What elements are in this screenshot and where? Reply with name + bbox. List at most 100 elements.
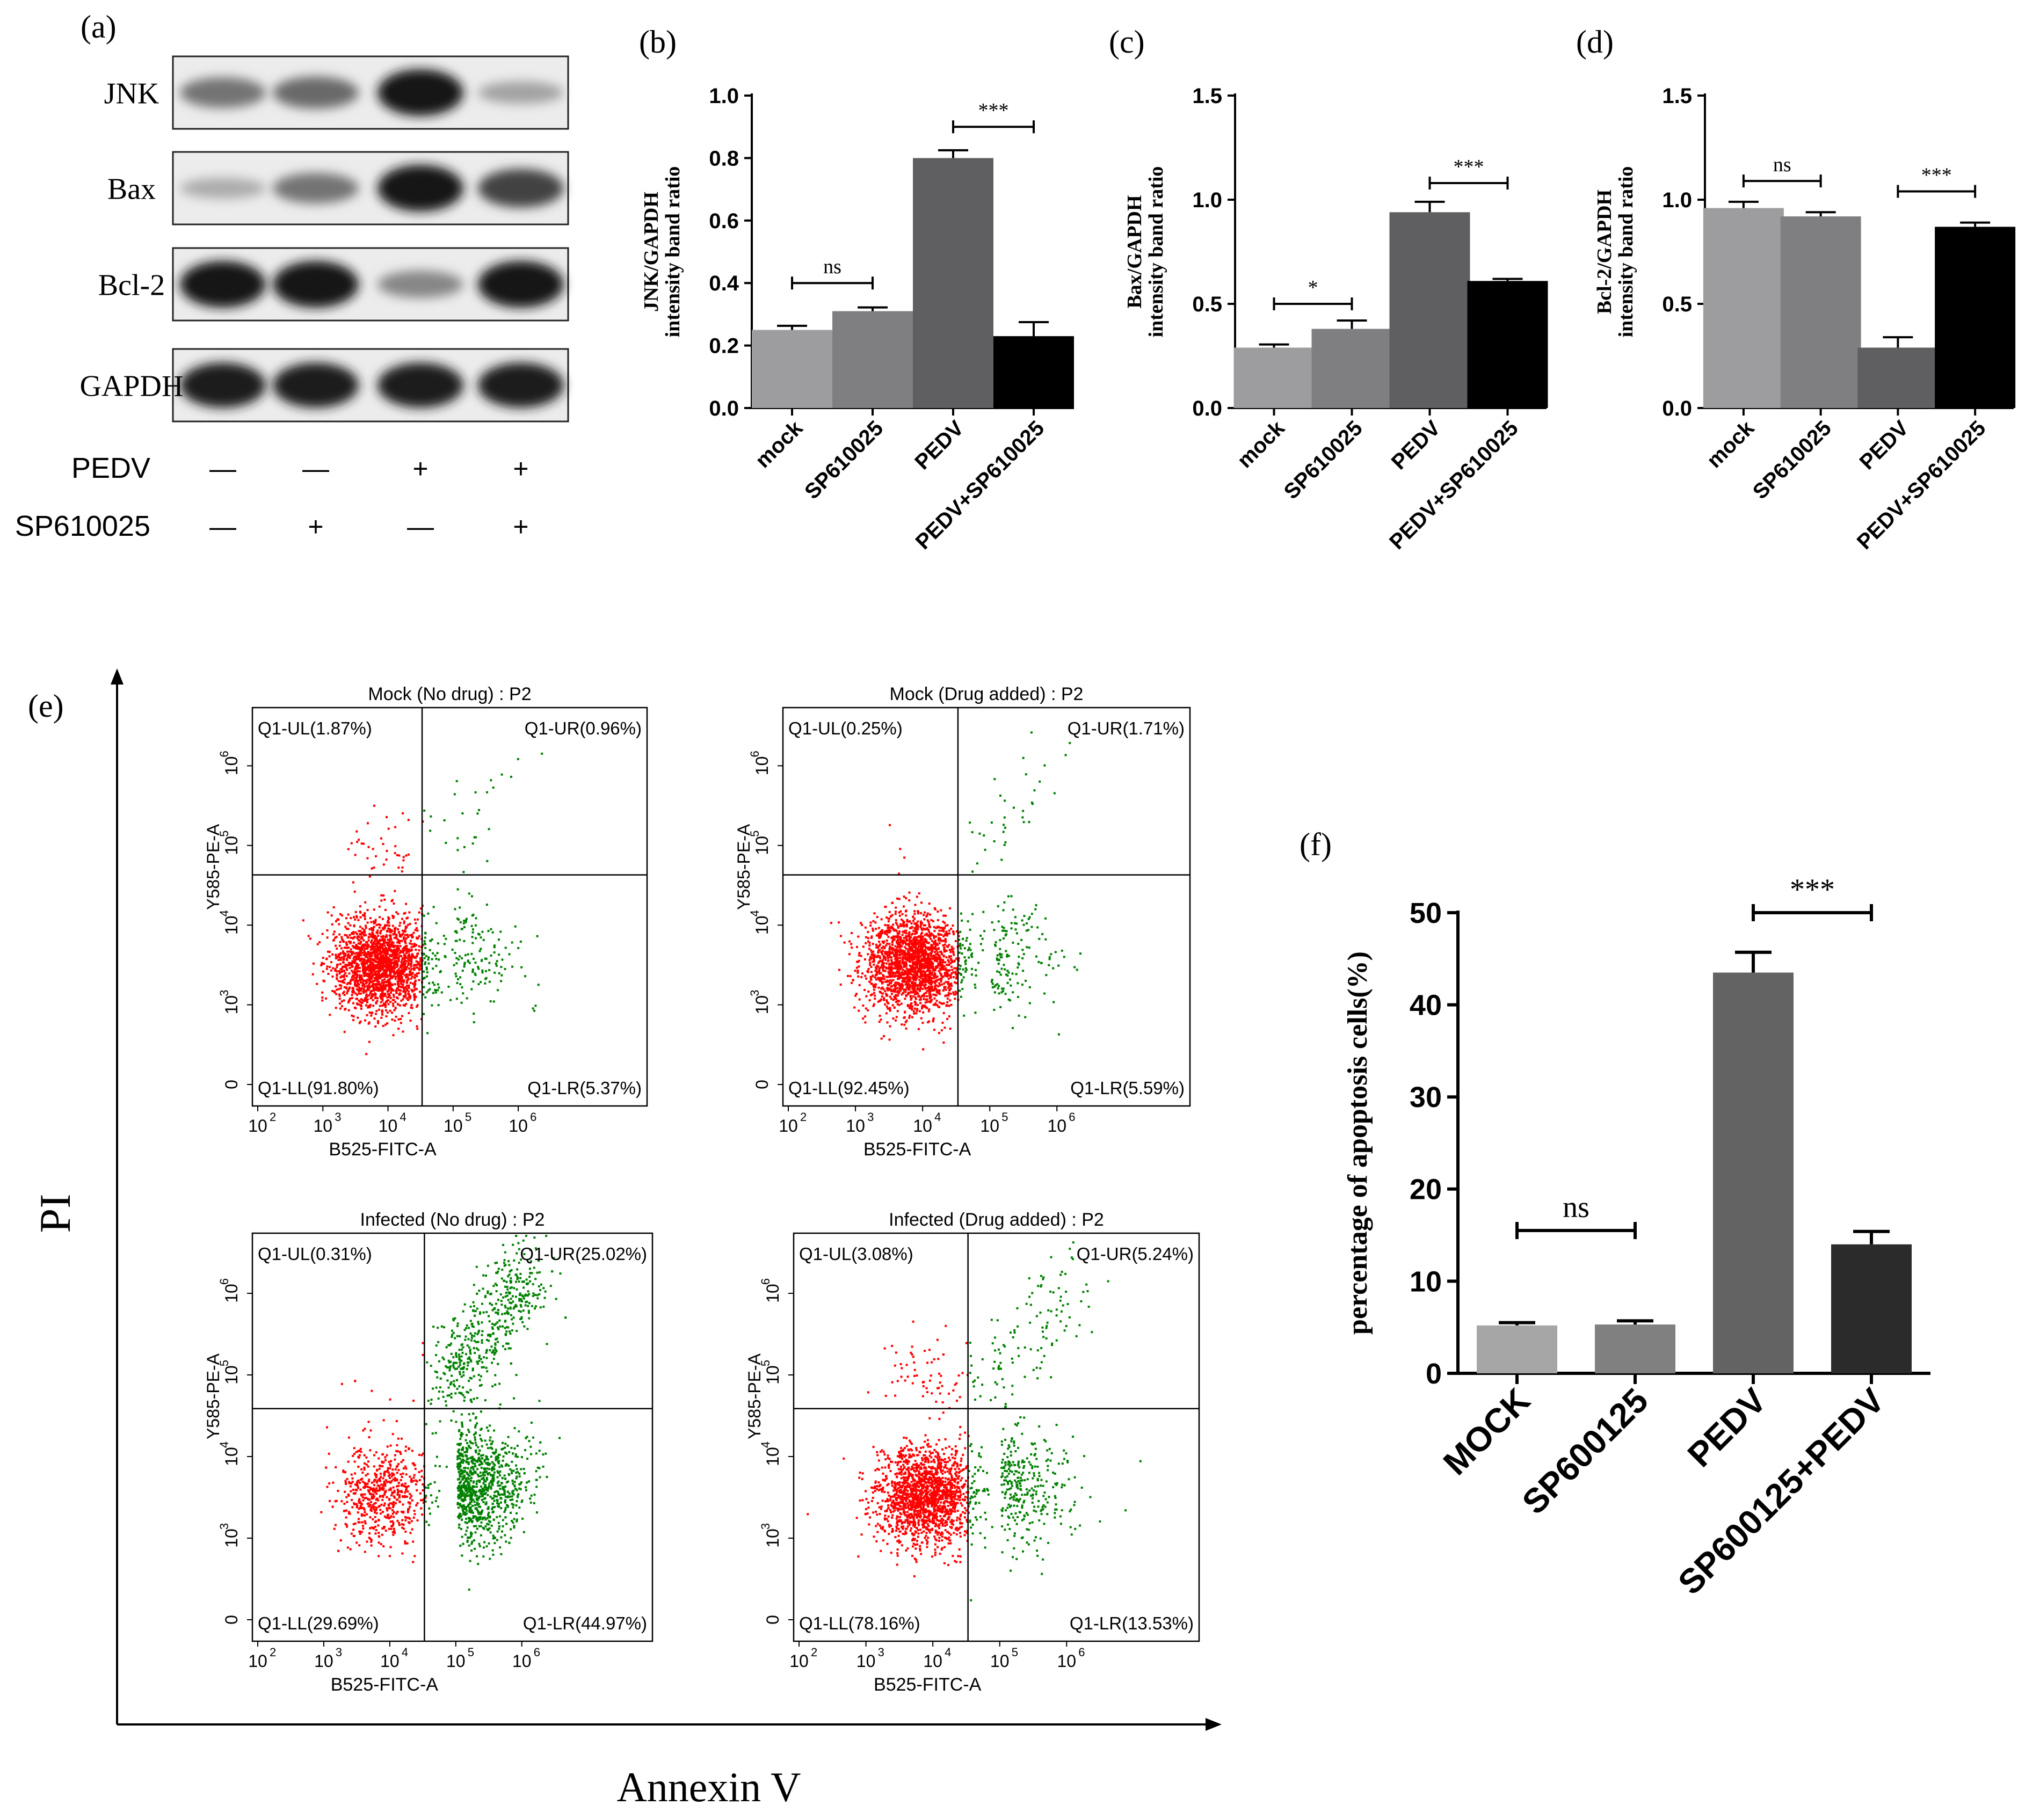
flow-event-dot (395, 975, 397, 978)
flow-event-dot (882, 964, 884, 966)
flow-event-dot (361, 960, 364, 963)
flow-event-dot (408, 1011, 410, 1014)
flow-event-dot (913, 955, 916, 958)
flow-event-dot (952, 950, 954, 953)
flow-event-dot (403, 961, 405, 964)
flow-event-dot (455, 940, 458, 942)
flow-event-dot (925, 992, 927, 994)
flow-event-dot (911, 969, 913, 971)
flow-event-dot (910, 973, 912, 975)
flow-event-dot (404, 992, 407, 994)
x-tick-label: 10 (444, 1116, 463, 1135)
x-category-label: mock (751, 416, 808, 473)
flow-event-dot (893, 929, 896, 932)
flow-event-dot (391, 941, 394, 944)
flow-event-dot (925, 947, 928, 949)
flow-event-dot (1030, 913, 1033, 915)
flow-event-dot (360, 962, 363, 965)
flow-event-dot (911, 977, 913, 979)
flow-event-dot (437, 1505, 439, 1508)
flow-event-dot (1025, 929, 1028, 932)
flow-event-dot (378, 962, 380, 964)
flow-event-dot (937, 956, 940, 959)
flow-event-dot (848, 940, 851, 943)
flow-event-dot (390, 977, 393, 979)
flow-event-dot (997, 920, 1000, 923)
flow-event-dot (379, 965, 382, 968)
flow-event-dot (380, 1016, 383, 1019)
flow-event-dot (389, 959, 391, 962)
flow-event-dot (423, 809, 426, 812)
flow-event-dot (378, 989, 381, 992)
flow-event-dot (962, 968, 964, 971)
flow-event-dot (877, 947, 880, 949)
flow-event-dot (911, 947, 913, 949)
flow-event-dot (390, 955, 393, 957)
y-tick-label: 1.5 (1192, 84, 1222, 108)
flow-event-dot (369, 960, 372, 963)
flow-event-dot (917, 969, 920, 971)
annexin-axis-title: Annexin V (616, 1764, 801, 1810)
annexin-axis-arrow (1206, 1718, 1222, 1731)
flow-event-dot (901, 962, 904, 964)
flow-event-dot (355, 952, 358, 955)
flow-event-dot (926, 919, 929, 922)
flow-event-dot (381, 991, 384, 994)
flow-event-dot (365, 927, 367, 929)
flow-event-dot (320, 964, 323, 966)
flow-event-dot (368, 975, 371, 978)
flow-event-dot (929, 970, 932, 972)
flow-event-dot (993, 1008, 996, 1011)
flow-event-dot (364, 924, 367, 927)
flow-event-dot (911, 954, 913, 957)
flow-event-dot (927, 976, 930, 979)
y-tick-exponent: 5 (748, 831, 761, 837)
flow-event-dot (407, 956, 410, 958)
flow-event-dot (926, 957, 929, 959)
flow-event-dot (364, 944, 367, 947)
flow-event-dot (896, 987, 898, 989)
flow-event-dot (888, 911, 891, 913)
flow-event-dot (360, 937, 362, 940)
flow-event-dot (881, 960, 884, 963)
flow-event-dot (405, 960, 408, 963)
flow-event-dot (386, 950, 389, 952)
flow-event-dot (391, 976, 394, 979)
flow-event-dot (356, 937, 359, 940)
flow-event-dot (1004, 968, 1006, 971)
flow-event-dot (950, 985, 953, 987)
flow-event-dot (970, 967, 973, 970)
y-tick-label: 0.4 (709, 272, 739, 295)
flow-event-dot (426, 1032, 429, 1035)
flow-event-dot (1001, 990, 1004, 993)
flow-event-dot (886, 1021, 889, 1024)
flow-event-dot (375, 978, 378, 981)
flow-event-dot (928, 980, 931, 983)
flow-event-dot (394, 953, 397, 956)
flow-event-dot (309, 937, 311, 940)
flow-event-dot (939, 972, 941, 974)
flow-event-dot (881, 986, 884, 989)
flow-event-dot (974, 984, 976, 986)
flow-event-dot (336, 973, 338, 976)
flow-event-dot (401, 929, 404, 932)
flow-event-dot (371, 1012, 373, 1015)
flow-event-dot (922, 927, 925, 930)
y-tick-label: 0.2 (709, 334, 739, 358)
y-tick-label: 10 (222, 915, 241, 935)
flow-event-dot (930, 972, 933, 974)
flow-event-dot (376, 1022, 379, 1024)
flow-event-dot (914, 979, 917, 981)
flow-event-dot (459, 983, 462, 986)
flow-event-dot (928, 961, 931, 964)
flow-event-dot (899, 910, 902, 913)
flow-event-dot (354, 977, 357, 979)
bar (1780, 216, 1861, 408)
x-tick-exponent: 6 (530, 1110, 536, 1124)
flow-event-dot (373, 959, 375, 962)
flow-event-dot (938, 958, 941, 960)
flow-event-dot (925, 998, 927, 1001)
flow-event-dot (355, 915, 358, 918)
flow-event-dot (1027, 918, 1030, 920)
flow-event-dot (924, 984, 927, 986)
